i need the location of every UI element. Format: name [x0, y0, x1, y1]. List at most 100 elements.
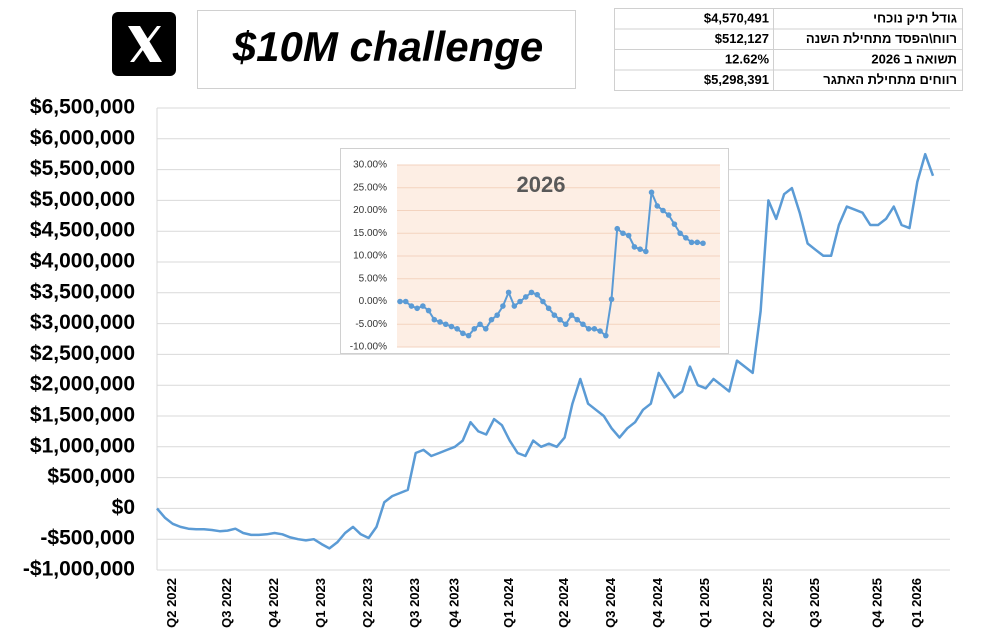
- y-tick-label: $4,000,000: [30, 250, 135, 273]
- data-line: [156, 152, 935, 550]
- y-tick-label: 15.00%: [353, 228, 387, 239]
- y-tick-label: $2,500,000: [30, 342, 135, 365]
- x-tick-label: Q1 2024: [501, 577, 516, 628]
- y-tick-label: -10.00%: [350, 342, 387, 353]
- table-label: תשואה ב 2026: [871, 52, 957, 67]
- y-tick-label: $2,000,000: [30, 373, 135, 396]
- data-point: [694, 239, 701, 246]
- data-point: [637, 246, 643, 252]
- y-tick-label: $1,500,000: [30, 404, 135, 427]
- data-point: [517, 298, 523, 305]
- summary-table: $4,570,491 גודל תיק נוכחי $512,127 רווח\הפס…: [614, 8, 963, 91]
- y-tick-label: 0.00%: [359, 296, 387, 307]
- x-tick-label: Q4 2025: [870, 578, 885, 628]
- data-point: [597, 328, 603, 334]
- y-tick-label: 5.00%: [359, 273, 387, 284]
- data-point: [494, 312, 500, 318]
- x-tick-label: Q3 2022: [219, 578, 234, 628]
- data-point: [631, 244, 638, 250]
- x-tick-label: Q1 2026: [909, 578, 924, 628]
- table-value: $512,127: [715, 31, 769, 46]
- data-point: [454, 326, 460, 332]
- y-tick-label: $3,500,000: [30, 280, 135, 303]
- data-point: [568, 312, 575, 318]
- y-tick-label: 20.00%: [353, 205, 387, 216]
- chart-title: $10M challenge: [232, 23, 543, 70]
- data-point: [420, 303, 426, 309]
- data-point: [505, 289, 512, 296]
- main-chart: -$1,000,000 -$500,000 $0 $500,000 $1,000,000…: [23, 96, 950, 628]
- data-point: [688, 239, 695, 246]
- data-point: [614, 225, 621, 232]
- data-point: [477, 321, 483, 328]
- data-point: [522, 294, 529, 300]
- data-point: [654, 203, 661, 209]
- y-tick-label: $0: [112, 496, 135, 519]
- y-tick-label: 30.00%: [353, 160, 387, 171]
- data-point: [608, 296, 615, 303]
- data-point: [643, 248, 649, 255]
- y-tick-label: $500,000: [47, 465, 135, 488]
- table-label: רווח\הפסד מתחילת השנה: [806, 31, 957, 46]
- data-point: [665, 212, 672, 218]
- y-tick-label: -$500,000: [40, 527, 135, 550]
- inset-chart: -10.00% -5.00% 0.00% 5.00% 10.00% 15.00% 20.00…: [340, 148, 729, 354]
- x-tick-label: Q4 2023: [446, 578, 461, 628]
- y-tick-label: $4,500,000: [30, 219, 135, 242]
- data-point: [471, 326, 478, 332]
- data-point: [585, 326, 592, 332]
- data-point: [397, 298, 403, 305]
- data-point: [580, 321, 586, 328]
- data-point: [540, 298, 546, 305]
- data-point: [574, 316, 581, 323]
- data-point: [408, 303, 415, 309]
- table-label: גודל תיק נוכחי: [873, 11, 957, 26]
- inset-title: 2026: [517, 172, 566, 197]
- data-point: [700, 240, 706, 247]
- data-point: [557, 316, 563, 323]
- x-tick-label: Q2 2023: [360, 578, 375, 628]
- y-tick-label: -$1,000,000: [23, 558, 135, 581]
- data-point: [488, 316, 495, 323]
- data-point: [448, 323, 455, 330]
- x-tick-label: Q3 2024: [603, 577, 618, 628]
- x-tick-label: Q2 2024: [556, 577, 571, 628]
- y-tick-label: $1,000,000: [30, 434, 135, 457]
- data-point: [511, 303, 518, 309]
- data-point: [591, 326, 598, 332]
- table-value: $4,570,491: [704, 11, 769, 26]
- data-point: [414, 305, 420, 312]
- x-tick-label: Q3 2023: [407, 578, 422, 628]
- data-point: [437, 319, 443, 325]
- y-tick-label: $6,500,000: [30, 96, 135, 119]
- table-cell: [773, 69, 963, 91]
- data-point: [482, 326, 489, 332]
- y-tick-label: $5,000,000: [30, 188, 135, 211]
- y-tick-label: 10.00%: [353, 251, 387, 262]
- y-tick-label: $3,000,000: [30, 311, 135, 334]
- data-point: [625, 232, 632, 239]
- data-point: [551, 312, 558, 318]
- y-tick-label: 25.00%: [353, 182, 387, 193]
- data-point: [603, 332, 609, 339]
- title-box: [197, 10, 576, 89]
- data-point: [500, 303, 506, 309]
- x-tick-label: Q3 2025: [807, 578, 822, 628]
- data-point: [677, 230, 683, 237]
- x-tick-label: Q2 2025: [760, 578, 775, 628]
- data-point: [562, 321, 569, 328]
- data-point: [545, 305, 552, 312]
- data-point: [402, 298, 409, 305]
- x-tick-label: Q1 2023: [313, 578, 328, 628]
- x-tick-label: Q4 2024: [650, 577, 665, 628]
- data-point: [671, 221, 678, 227]
- x-logo-stroke: [130, 26, 161, 62]
- data-point: [528, 289, 535, 296]
- data-point: [648, 189, 655, 196]
- y-tick-label: $6,000,000: [30, 126, 135, 149]
- data-point: [442, 321, 449, 328]
- data-point: [620, 230, 626, 237]
- y-tick-label: -5.00%: [355, 319, 387, 330]
- data-point: [660, 207, 666, 214]
